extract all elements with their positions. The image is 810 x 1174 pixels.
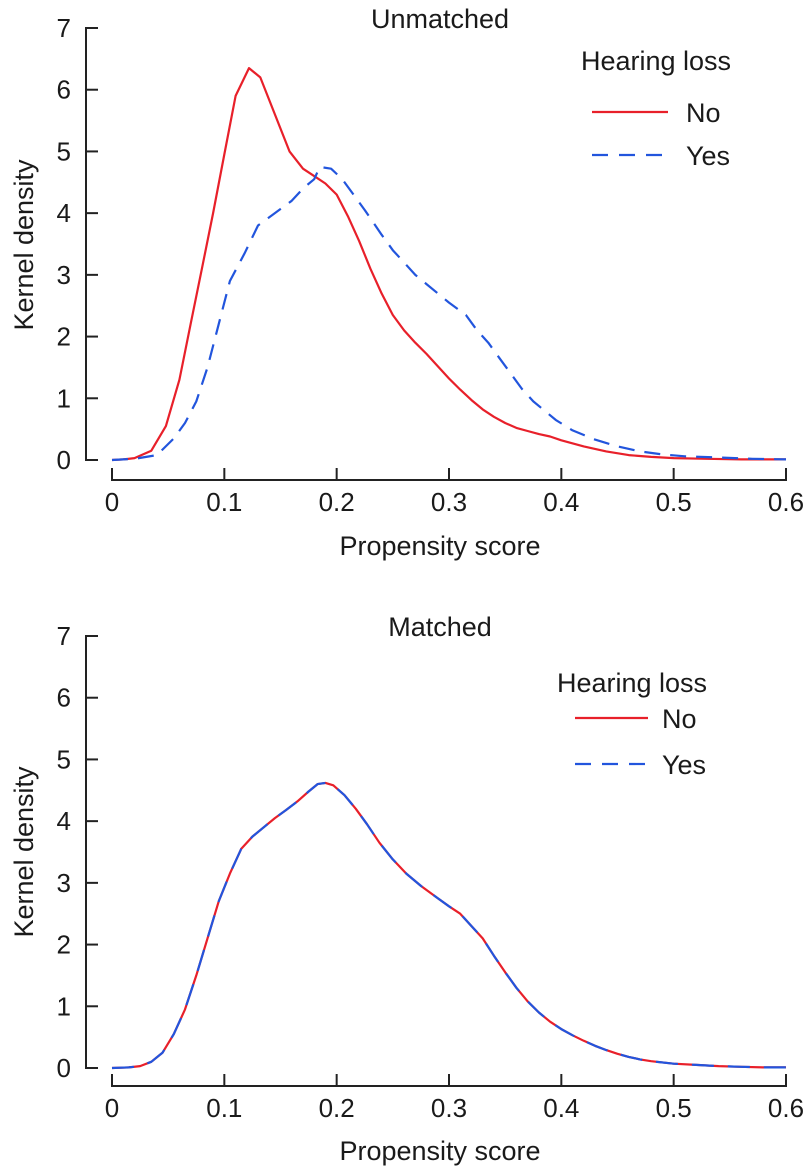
chart-title: Unmatched bbox=[371, 4, 509, 34]
y-axis-label: Kernel density bbox=[9, 159, 39, 331]
y-tick-label: 3 bbox=[57, 260, 71, 290]
x-tick-label: 0 bbox=[105, 1093, 119, 1123]
x-axis-label: Propensity score bbox=[339, 1136, 540, 1166]
axes bbox=[85, 28, 786, 481]
series-line-no bbox=[111, 66, 786, 462]
panel-unmatched: Unmatched Kernel density Propensity scor… bbox=[9, 4, 804, 561]
legend-label-yes: Yes bbox=[686, 141, 730, 171]
series-line-yes bbox=[111, 781, 786, 1070]
y-tick-label: 3 bbox=[57, 868, 71, 898]
x-tick-label: 0.1 bbox=[206, 1093, 242, 1123]
x-tick-label: 0.5 bbox=[656, 487, 692, 517]
y-tick-label: 6 bbox=[57, 75, 71, 105]
y-tick-label: 2 bbox=[57, 930, 71, 960]
ticks: 0 1 2 3 4 5 6 7 0 0.1 0.2 0.3 0.4 0.5 0.6 bbox=[57, 13, 805, 517]
x-tick-label: 0 bbox=[105, 487, 119, 517]
x-tick-label: 0.5 bbox=[656, 1093, 692, 1123]
y-tick-label: 0 bbox=[57, 1053, 71, 1083]
y-tick-label: 1 bbox=[57, 383, 71, 413]
x-tick-label: 0.1 bbox=[206, 487, 242, 517]
y-tick-label: 0 bbox=[57, 445, 71, 475]
plot-area bbox=[111, 781, 786, 1070]
series-line-no bbox=[111, 781, 786, 1070]
ticks: 0 1 2 3 4 5 6 7 0 0.1 0.2 0.3 0.4 0.5 0.6 bbox=[57, 621, 805, 1123]
y-tick-label: 5 bbox=[57, 136, 71, 166]
legend-title: Hearing loss bbox=[581, 46, 731, 76]
legend: Hearing loss No Yes bbox=[581, 46, 731, 171]
legend: Hearing loss No Yes bbox=[557, 668, 707, 780]
panel-matched: Matched Kernel density Propensity score … bbox=[9, 612, 804, 1166]
y-tick-label: 4 bbox=[57, 198, 71, 228]
y-tick-label: 2 bbox=[57, 322, 71, 352]
y-tick-label: 1 bbox=[57, 991, 71, 1021]
legend-title: Hearing loss bbox=[557, 668, 707, 698]
y-tick-label: 7 bbox=[57, 13, 71, 43]
x-tick-label: 0.2 bbox=[319, 487, 355, 517]
y-tick-label: 4 bbox=[57, 806, 71, 836]
x-tick-label: 0.6 bbox=[768, 487, 804, 517]
y-tick-label: 7 bbox=[57, 621, 71, 651]
plot-area bbox=[111, 66, 787, 462]
x-tick-label: 0.3 bbox=[431, 487, 467, 517]
legend-label-no: No bbox=[686, 98, 721, 128]
y-axis-label: Kernel density bbox=[9, 766, 39, 938]
x-tick-label: 0.6 bbox=[768, 1093, 804, 1123]
y-tick-label: 5 bbox=[57, 744, 71, 774]
y-tick-label: 6 bbox=[57, 683, 71, 713]
legend-label-no: No bbox=[662, 704, 697, 734]
x-tick-label: 0.2 bbox=[319, 1093, 355, 1123]
legend-label-yes: Yes bbox=[662, 750, 706, 780]
x-tick-label: 0.3 bbox=[431, 1093, 467, 1123]
x-tick-label: 0.4 bbox=[543, 1093, 579, 1123]
x-tick-label: 0.4 bbox=[543, 487, 579, 517]
chart-title: Matched bbox=[388, 612, 492, 642]
x-axis-label: Propensity score bbox=[339, 531, 540, 561]
